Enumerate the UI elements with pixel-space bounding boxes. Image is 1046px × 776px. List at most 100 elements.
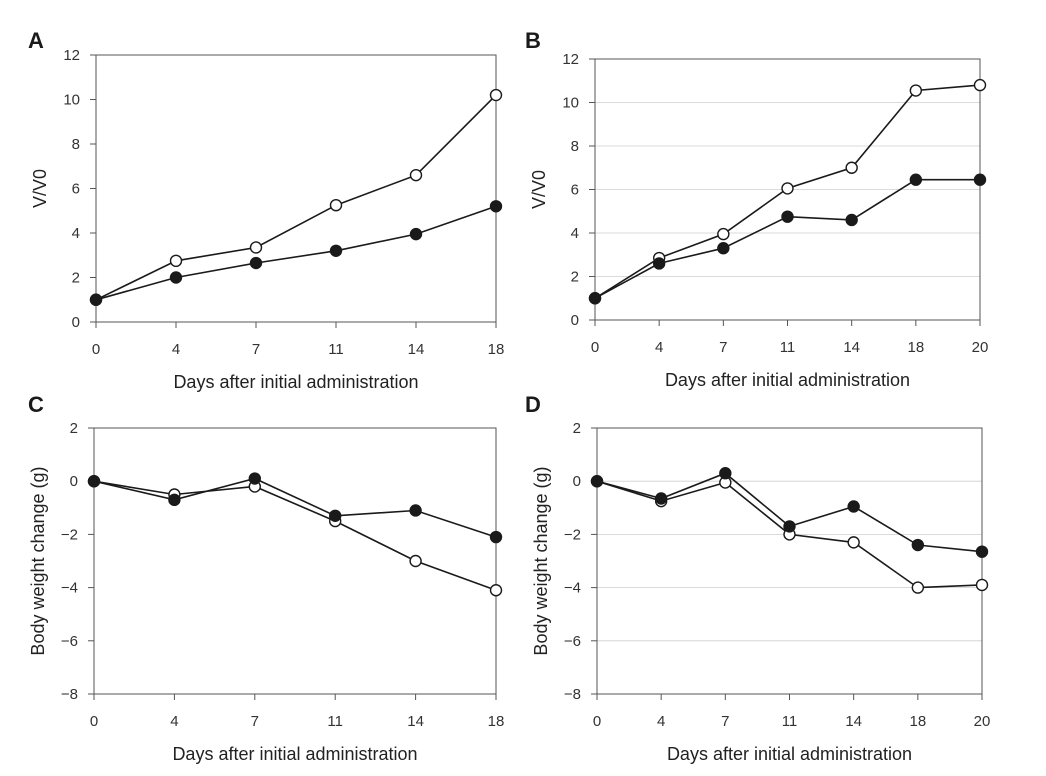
x-tick-label: 7 (252, 341, 260, 358)
y-tick-label: 6 (72, 181, 80, 198)
y-tick-label: −6 (61, 633, 78, 650)
filled-point (409, 504, 422, 517)
y-tick-label: −8 (61, 686, 78, 703)
y-tick-label: −8 (564, 686, 581, 703)
x-tick-label: 20 (974, 713, 991, 730)
x-tick-label: 18 (488, 341, 505, 358)
y-tick-label: 0 (571, 312, 579, 329)
filled-point (847, 500, 860, 513)
open-point (845, 161, 858, 174)
x-tick-label: 14 (843, 339, 860, 356)
x-tick-label: 14 (407, 713, 424, 730)
y-axis-title: V/V0 (529, 170, 549, 209)
filled-point (590, 475, 604, 488)
y-tick-label: 10 (63, 92, 80, 109)
x-tick-label: 7 (719, 339, 727, 356)
x-tick-label: 7 (251, 713, 259, 730)
filled-point (249, 256, 263, 270)
x-axis-title: Days after initial administration (665, 370, 910, 390)
y-tick-label: 12 (562, 51, 579, 68)
y-tick-label: −4 (564, 580, 581, 597)
x-tick-label: 14 (845, 713, 862, 730)
open-point (169, 254, 183, 268)
panel-letter: C (28, 392, 44, 417)
filled-point (975, 545, 989, 558)
open-point (781, 182, 794, 195)
open-point (973, 78, 987, 92)
y-tick-label: 8 (72, 136, 80, 153)
y-tick-label: 4 (72, 225, 80, 242)
series-line (594, 178, 980, 300)
series-open (588, 78, 987, 305)
y-tick-label: 12 (63, 47, 80, 64)
y-tick-label: 10 (562, 95, 579, 112)
open-point (911, 581, 925, 594)
y-tick-label: 8 (571, 138, 579, 155)
filled-point (329, 509, 342, 522)
y-axis-title: Body weight change (g) (28, 466, 48, 655)
filled-point (87, 475, 101, 488)
y-tick-label: −2 (564, 526, 581, 543)
filled-point (909, 173, 923, 186)
filled-point (329, 244, 343, 258)
filled-point (248, 472, 262, 485)
x-axis-title: Days after initial administration (173, 372, 418, 392)
filled-point (489, 200, 503, 213)
x-tick-label: 0 (593, 713, 601, 730)
filled-point (845, 213, 858, 227)
series-line (95, 94, 497, 301)
filled-point (719, 467, 732, 480)
series-line (93, 480, 497, 592)
plot-frame (95, 54, 497, 323)
filled-point (654, 492, 668, 505)
x-tick-label: 0 (591, 339, 599, 356)
y-axis-title: V/V0 (30, 169, 50, 208)
series-filled (87, 472, 503, 544)
open-point (329, 198, 343, 212)
series-filled (89, 200, 503, 306)
x-tick-label: 4 (172, 341, 180, 358)
open-point (409, 554, 422, 568)
panel-b: B 0 2 4 6 8 10 12 0 4 7 11 14 18 20 Days after initial … (525, 28, 988, 390)
y-tick-label: 0 (70, 473, 78, 490)
x-tick-label: 7 (721, 713, 729, 730)
x-tick-label: 14 (408, 341, 425, 358)
y-tick-label: 2 (571, 269, 579, 286)
panel-letter: B (525, 28, 541, 53)
x-tick-label: 4 (655, 339, 663, 356)
y-axis-title: Body weight change (g) (531, 466, 551, 655)
filled-point (717, 242, 730, 255)
plot-frame (596, 427, 983, 695)
filled-point (781, 210, 794, 223)
y-tick-label: 2 (573, 420, 581, 437)
open-point (847, 536, 860, 549)
x-tick-label: 11 (780, 339, 796, 356)
y-tick-label: 2 (72, 270, 80, 287)
x-tick-label: 0 (90, 713, 98, 730)
y-tick-label: 0 (72, 314, 80, 331)
plot-frame (594, 58, 981, 321)
x-tick-label: 0 (92, 341, 100, 358)
y-tick-label: −6 (564, 633, 581, 650)
y-tick-label: 4 (571, 225, 579, 242)
x-tick-label: 11 (327, 713, 343, 730)
filled-point (783, 520, 796, 533)
open-point (489, 88, 503, 102)
x-tick-label: 20 (972, 339, 989, 356)
y-tick-label: −2 (61, 526, 78, 543)
panel-letter: D (525, 392, 541, 417)
filled-point (652, 257, 666, 270)
open-point (409, 168, 423, 182)
panel-c: C 2 0 −2 −4 −6 −8 0 4 7 11 14 18 Days after initial a… (28, 392, 504, 764)
x-tick-label: 18 (909, 713, 926, 730)
open-point (975, 578, 989, 592)
open-point (717, 227, 730, 241)
x-tick-label: 4 (657, 713, 665, 730)
x-tick-label: 18 (488, 713, 505, 730)
series-open (89, 88, 503, 306)
panel-a: A 0 2 4 6 8 10 12 0 4 7 11 14 18 Days after initial ad… (28, 28, 504, 392)
filled-point (89, 293, 103, 306)
x-tick-label: 18 (907, 339, 924, 356)
